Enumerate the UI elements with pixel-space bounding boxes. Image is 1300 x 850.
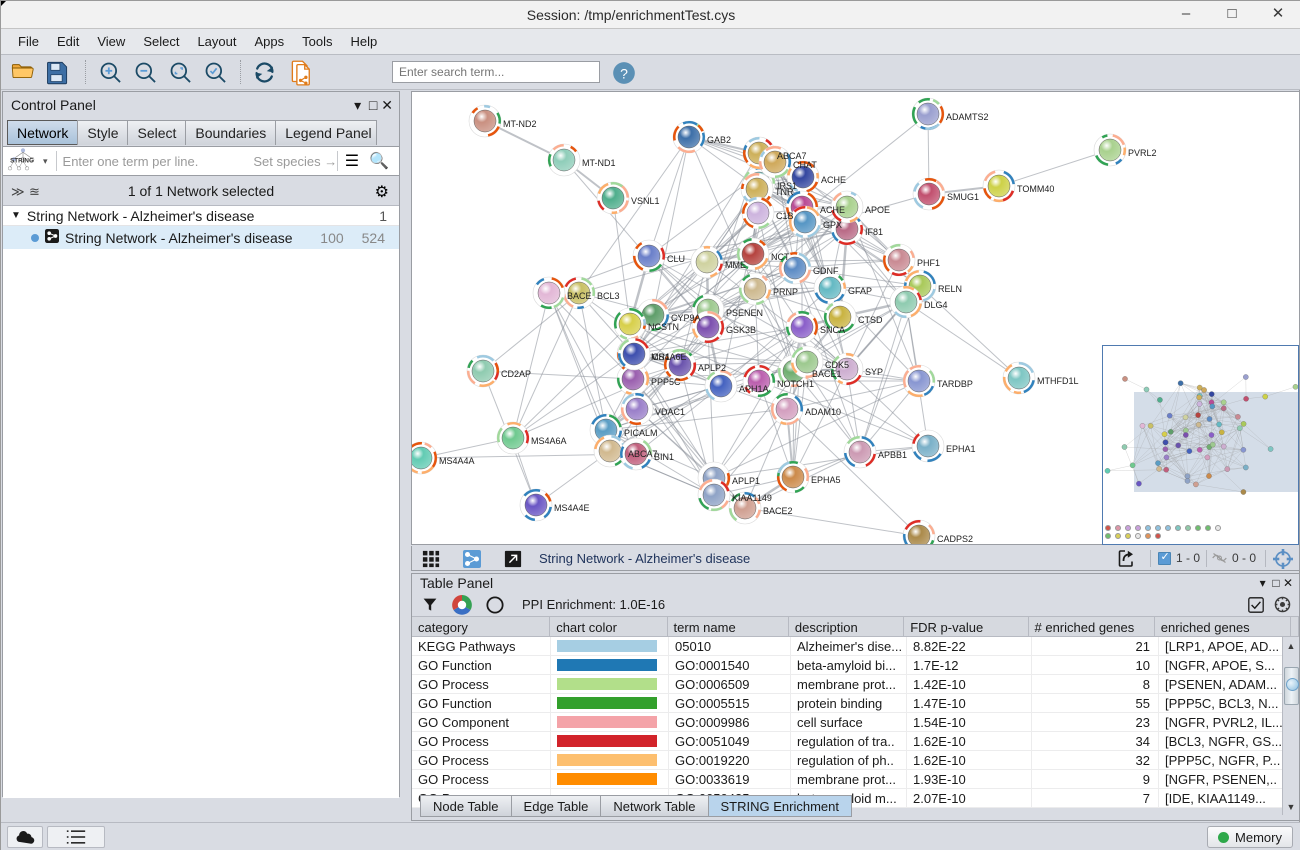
svg-text:STRING: STRING (10, 158, 34, 165)
svg-text:?: ? (620, 65, 628, 81)
